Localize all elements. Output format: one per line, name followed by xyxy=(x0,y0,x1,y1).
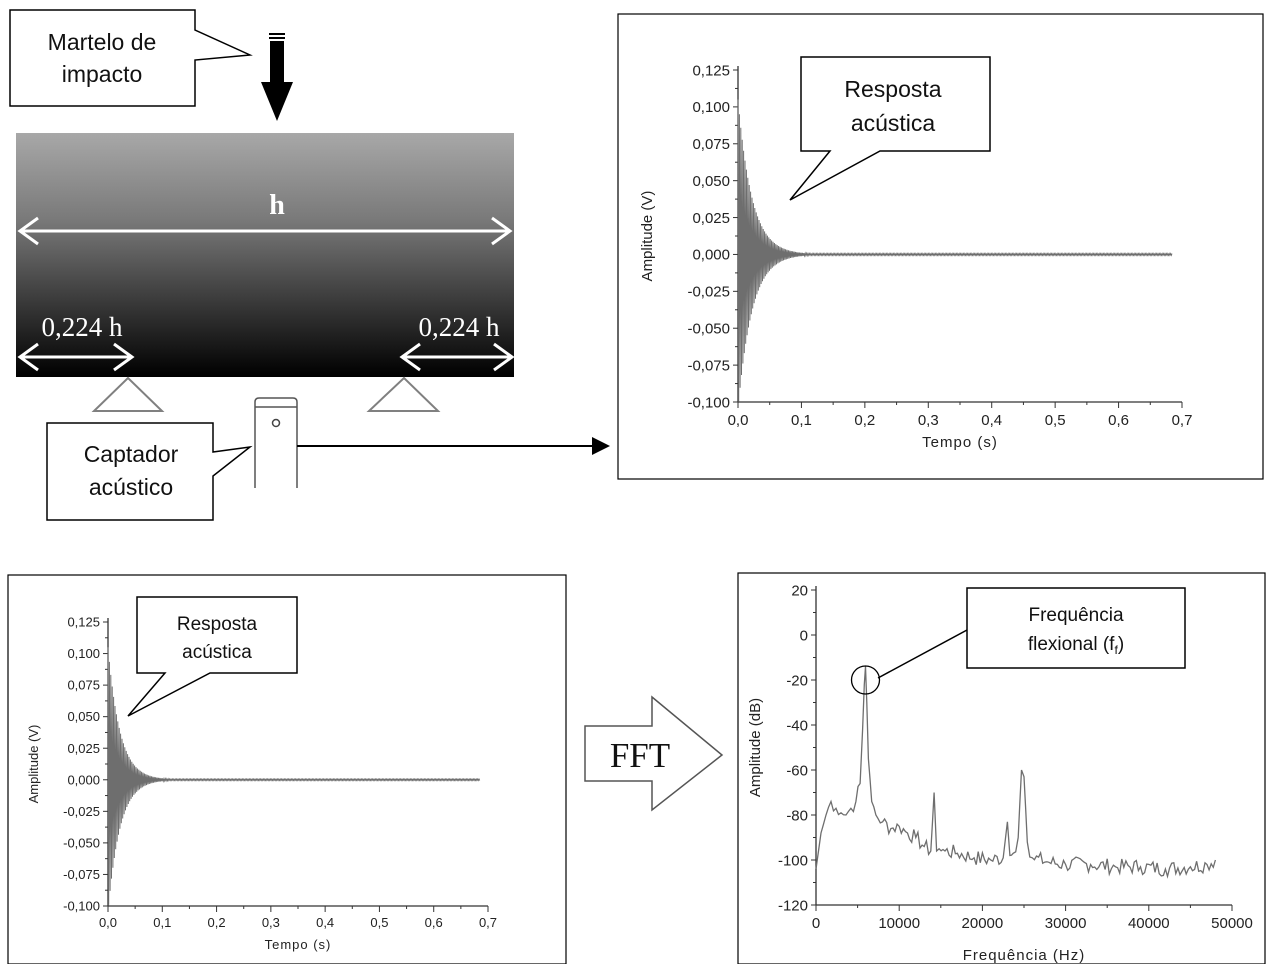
hammer-arrow-icon xyxy=(261,33,293,121)
fft-label: FFT xyxy=(610,736,670,775)
time-top-x-tick-label: 0,4 xyxy=(981,412,1002,429)
spectrum-y-tick-label: -120 xyxy=(778,897,808,914)
spectrum-x-tick-label: 10000 xyxy=(878,915,920,932)
right-support-dimension xyxy=(399,342,515,372)
time-bottom-callout-line2: acústica xyxy=(182,642,252,663)
spectrum-y-tick-label: 20 xyxy=(791,582,808,599)
beam-length-label: h xyxy=(269,190,285,221)
spectrum-y-tick-label: -80 xyxy=(786,807,808,824)
time-bottom-y-tick-label: 0,000 xyxy=(67,772,100,787)
time-bottom-y-tick-label: -0,100 xyxy=(63,899,100,914)
time-top-y-tick-label: -0,050 xyxy=(687,320,730,337)
time-bottom-callout-line1: Resposta xyxy=(177,614,258,635)
spectrum-callout-close: ) xyxy=(1118,634,1124,655)
left-support-dimension xyxy=(17,342,135,372)
time-top-y-tick-label: 0,125 xyxy=(692,62,730,79)
spectrum-y-tick-label: 0 xyxy=(800,627,808,644)
time-top-x-tick-label: 0,7 xyxy=(1172,412,1193,429)
time-top-x-tick-label: 0,2 xyxy=(854,412,875,429)
time-bottom-y-tick-label: 0,025 xyxy=(67,741,100,756)
right-support-label: 0,224 h xyxy=(419,312,501,342)
left-support-label: 0,224 h xyxy=(42,312,124,342)
test-beam xyxy=(16,133,514,377)
hammer-label-line1: Martelo de xyxy=(48,29,157,55)
time-bottom-x-tick-label: 0,1 xyxy=(153,915,171,930)
spectrum-y-tick-label: -20 xyxy=(786,672,808,689)
sensor-label-line1: Captador xyxy=(84,441,179,467)
spectrum-y-tick-label: -40 xyxy=(786,717,808,734)
spectrum-callout-line1: Frequência xyxy=(1028,605,1123,626)
spectrum-x-tick-label: 0 xyxy=(812,915,820,932)
time-chart-bottom: 0,125 0,100 0,075 0,050 0,025 0,000 -0,025 -0,0… xyxy=(26,615,497,952)
spectrum-callout-line2-text: flexional (f xyxy=(1028,634,1115,655)
time-top-x-tick-label: 0,1 xyxy=(791,412,812,429)
time-bottom-x-tick-label: 0,3 xyxy=(262,915,280,930)
time-bottom-x-tick-label: 0,7 xyxy=(479,915,497,930)
time-top-y-tick-label: 0,025 xyxy=(692,210,730,227)
time-top-y-tick-label: 0,100 xyxy=(692,99,730,116)
spectrum-y-tick-label: -60 xyxy=(786,762,808,779)
time-top-y-tick-label: 0,050 xyxy=(692,173,730,190)
time-top-x-tick-label: 0,3 xyxy=(918,412,939,429)
time-bottom-y-tick-label: -0,025 xyxy=(63,804,100,819)
time-bottom-y-tick-label: 0,075 xyxy=(67,678,100,693)
time-top-callout-line1: Resposta xyxy=(844,76,941,102)
time-top-x-axis-label: Tempo (s) xyxy=(922,434,998,451)
fft-block-arrow: FFT xyxy=(584,695,724,812)
spectrum-x-tick-label: 50000 xyxy=(1211,915,1253,932)
time-bottom-y-axis-label: Amplitude (V) xyxy=(26,725,41,804)
time-top-y-tick-label: -0,100 xyxy=(687,394,730,411)
sensor-callout: Captador acústico xyxy=(46,422,253,521)
time-bottom-x-tick-label: 0,6 xyxy=(425,915,443,930)
spectrum-x-axis-label: Frequência (Hz) xyxy=(963,947,1086,964)
hammer-callout: Martelo de impacto xyxy=(9,9,253,107)
time-bottom-x-tick-label: 0,0 xyxy=(99,915,117,930)
spectrum-y-tick-label: -100 xyxy=(778,852,808,869)
signal-arrowhead-icon xyxy=(592,437,610,455)
time-chart-top: 0,125 0,100 0,075 0,050 0,025 0,000 -0,025 -0,0… xyxy=(639,62,1192,451)
time-bottom-y-tick-label: 0,100 xyxy=(67,646,100,661)
time-top-y-tick-label: 0,000 xyxy=(692,247,730,264)
beam-length-dimension xyxy=(17,216,513,246)
time-bottom-y-tick-label: 0,050 xyxy=(67,709,100,724)
left-support-triangle xyxy=(91,376,165,412)
time-chart-bottom-callout: Resposta acústica xyxy=(127,596,298,717)
time-top-signal-trace xyxy=(737,99,1173,402)
right-support-triangle xyxy=(366,376,441,412)
spectrum-x-tick-label: 30000 xyxy=(1045,915,1087,932)
time-top-y-tick-label: 0,075 xyxy=(692,136,730,153)
hammer-label-line2: impacto xyxy=(62,61,143,87)
time-top-x-tick-label: 0,0 xyxy=(728,412,749,429)
time-bottom-x-tick-label: 0,5 xyxy=(370,915,388,930)
time-top-x-tick-label: 0,5 xyxy=(1045,412,1066,429)
spectrum-x-tick-label: 20000 xyxy=(962,915,1004,932)
spectrum-callout-subscript: f xyxy=(1114,643,1118,657)
time-bottom-y-tick-label: -0,075 xyxy=(63,867,100,882)
time-chart-top-callout: Resposta acústica xyxy=(789,56,991,201)
time-bottom-x-axis-label: Tempo (s) xyxy=(265,937,332,952)
spectrum-spectrum-trace xyxy=(815,666,1217,879)
time-bottom-y-tick-label: -0,050 xyxy=(63,835,100,850)
spectrum-x-tick-label: 40000 xyxy=(1128,915,1170,932)
time-bottom-y-tick-label: 0,125 xyxy=(67,615,100,630)
time-top-y-tick-label: -0,075 xyxy=(687,357,730,374)
time-bottom-signal-trace xyxy=(107,647,481,905)
acoustic-sensor-icon xyxy=(254,397,298,488)
time-top-y-axis-label: Amplitude (V) xyxy=(639,191,656,282)
time-bottom-x-tick-label: 0,4 xyxy=(316,915,334,930)
spectrum-callout: Frequência flexional (ff) xyxy=(877,587,1186,679)
spectrum-callout-line2: flexional (ff) xyxy=(1028,634,1124,657)
spectrum-peak-highlight xyxy=(850,665,881,695)
time-top-callout-line2: acústica xyxy=(851,110,936,136)
time-top-y-tick-label: -0,025 xyxy=(687,284,730,301)
sensor-label-line2: acústico xyxy=(89,474,173,500)
spectrum-y-axis-label: Amplitude (dB) xyxy=(747,698,764,797)
time-top-x-tick-label: 0,6 xyxy=(1108,412,1129,429)
time-bottom-x-tick-label: 0,2 xyxy=(208,915,226,930)
